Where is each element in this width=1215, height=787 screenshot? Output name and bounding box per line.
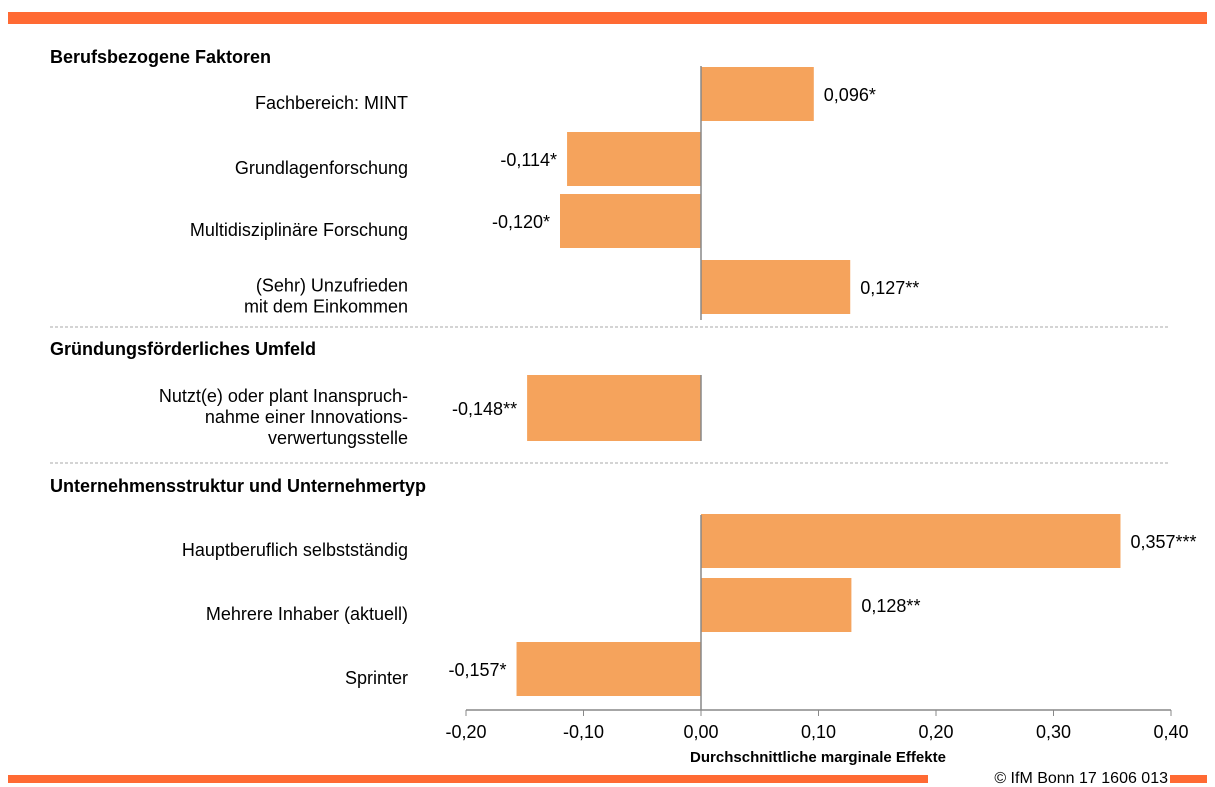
x-tick-label: -0,10	[563, 722, 604, 742]
value-label: 0,127**	[860, 278, 919, 298]
category-label: Fachbereich: MINT	[255, 93, 408, 113]
group-title: Gründungsförderliches Umfeld	[50, 339, 316, 359]
category-label: Nutzt(e) oder plant Inanspruch-	[159, 386, 408, 406]
x-tick-label: 0,10	[801, 722, 836, 742]
top-band	[8, 12, 1207, 24]
category-label: mit dem Einkommen	[244, 296, 408, 316]
bar	[560, 194, 701, 248]
x-tick-label: -0,20	[445, 722, 486, 742]
bar	[516, 642, 701, 696]
footer-box	[928, 770, 1170, 787]
value-label: 0,096*	[824, 85, 876, 105]
x-tick-label: 0,20	[918, 722, 953, 742]
value-label: 0,357***	[1130, 532, 1196, 552]
category-label: nahme einer Innovations-	[205, 407, 408, 427]
bar	[701, 260, 851, 314]
category-label: (Sehr) Unzufrieden	[256, 275, 408, 295]
footer: © IfM Bonn 17 1606 013	[994, 770, 1168, 787]
category-label: Hauptberuflich selbstständig	[182, 540, 408, 560]
category-label: Mehrere Inhaber (aktuell)	[206, 604, 408, 624]
x-axis-label: Durchschnittliche marginale Effekte	[690, 749, 946, 766]
x-tick-label: 0,30	[1036, 722, 1071, 742]
category-label: Sprinter	[345, 668, 408, 688]
group-title: Unternehmensstruktur und Unternehmertyp	[50, 476, 426, 496]
bar	[527, 375, 701, 441]
bar	[701, 578, 852, 632]
bar	[567, 132, 701, 186]
bar	[701, 67, 814, 121]
x-tick-label: 0,40	[1153, 722, 1188, 742]
category-label: verwertungsstelle	[268, 428, 408, 448]
category-label: Grundlagenforschung	[235, 158, 408, 178]
bottom-band	[8, 775, 1207, 783]
category-label: Multidisziplinäre Forschung	[190, 220, 408, 240]
value-label: -0,148**	[452, 399, 517, 419]
value-label: -0,157*	[448, 660, 506, 680]
value-label: 0,128**	[861, 596, 920, 616]
bar	[701, 514, 1121, 568]
group-title: Berufsbezogene Faktoren	[50, 47, 271, 67]
value-label: -0,120*	[492, 212, 550, 232]
x-tick-label: 0,00	[683, 722, 718, 742]
value-label: -0,114*	[500, 150, 557, 170]
